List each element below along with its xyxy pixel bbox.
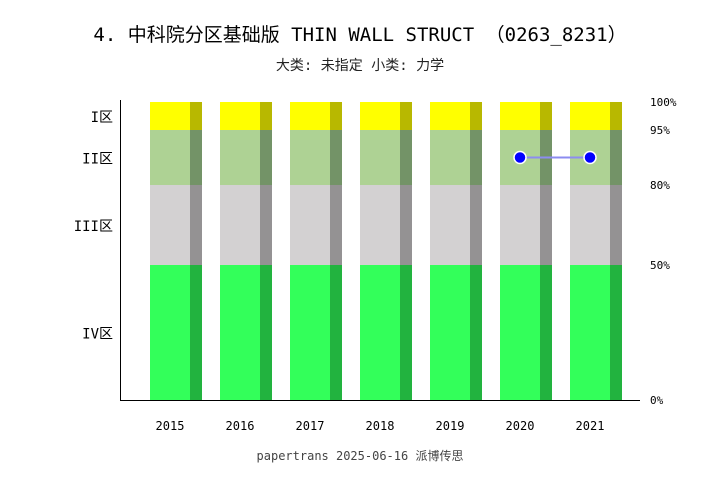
bar-shade-2017-zone-1 <box>330 265 342 400</box>
bar-segment-2017-zone-2 <box>290 185 330 265</box>
bar-shade-2020-zone-1 <box>540 265 552 400</box>
bar-segment-2018-zone-1 <box>360 265 400 400</box>
footer: papertrans 2025-06-16 派博传思 <box>256 449 464 463</box>
bar-shade-2020-zone-4 <box>540 102 552 130</box>
bar-segment-2017-zone-1 <box>290 265 330 400</box>
zone-label: IV区 <box>82 327 113 343</box>
bar-shade-2019-zone-2 <box>470 185 482 265</box>
bar-shade-2021-zone-1 <box>610 265 622 400</box>
bar-shade-2018-zone-4 <box>400 102 412 130</box>
zone-label: I区 <box>91 110 113 126</box>
bar-segment-2019-zone-2 <box>430 185 470 265</box>
bar-shade-2015-zone-1 <box>190 265 202 400</box>
bar-segment-2019-zone-4 <box>430 102 470 130</box>
bar-segment-2020-zone-2 <box>500 185 540 265</box>
bar-shade-2015-zone-4 <box>190 102 202 130</box>
data-point <box>583 150 597 165</box>
right-tick-label: 95% <box>650 124 670 137</box>
right-tick-label: 80% <box>650 179 670 192</box>
bar-shade-2018-zone-3 <box>400 130 412 185</box>
bar-segment-2016-zone-3 <box>220 130 260 185</box>
zone-label: II区 <box>82 152 113 168</box>
bar-segment-2015-zone-3 <box>150 130 190 185</box>
x-tick-label: 2018 <box>366 419 395 433</box>
bar-shade-2017-zone-3 <box>330 130 342 185</box>
x-tick-label: 2021 <box>576 419 605 433</box>
bar-segment-2019-zone-1 <box>430 265 470 400</box>
bar-shade-2018-zone-2 <box>400 185 412 265</box>
bar-segment-2016-zone-4 <box>220 102 260 130</box>
bar-shade-2016-zone-1 <box>260 265 272 400</box>
x-tick-label: 2017 <box>296 419 325 433</box>
bar-segment-2018-zone-4 <box>360 102 400 130</box>
bar-shade-2021-zone-4 <box>610 102 622 130</box>
bar-shade-2015-zone-3 <box>190 130 202 185</box>
chart-subtitle: 大类: 未指定 小类: 力学 <box>275 58 445 74</box>
data-point <box>513 150 527 165</box>
bar-segment-2020-zone-4 <box>500 102 540 130</box>
bar-segment-2021-zone-4 <box>570 102 610 130</box>
chart-title: 4. 中科院分区基础版 THIN WALL STRUCT （0263_8231） <box>93 24 627 46</box>
bar-segment-2017-zone-3 <box>290 130 330 185</box>
x-tick-label: 2016 <box>226 419 255 433</box>
bar-shade-2019-zone-3 <box>470 130 482 185</box>
x-tick-label: 2015 <box>156 419 185 433</box>
bar-shade-2016-zone-4 <box>260 102 272 130</box>
bar-shade-2017-zone-4 <box>330 102 342 130</box>
bar-segment-2017-zone-4 <box>290 102 330 130</box>
bar-shade-2021-zone-3 <box>610 130 622 185</box>
bar-shade-2018-zone-1 <box>400 265 412 400</box>
bar-shade-2019-zone-4 <box>470 102 482 130</box>
bar-segment-2015-zone-4 <box>150 102 190 130</box>
bar-segment-2019-zone-3 <box>430 130 470 185</box>
x-tick-label: 2019 <box>436 419 465 433</box>
bar-shade-2015-zone-2 <box>190 185 202 265</box>
right-tick-label: 0% <box>650 394 664 407</box>
bar-segment-2016-zone-1 <box>220 265 260 400</box>
bar-segment-2018-zone-3 <box>360 130 400 185</box>
bar-segment-2020-zone-1 <box>500 265 540 400</box>
bar-segment-2021-zone-1 <box>570 265 610 400</box>
bar-shade-2016-zone-3 <box>260 130 272 185</box>
bar-shade-2016-zone-2 <box>260 185 272 265</box>
bar-shade-2019-zone-1 <box>470 265 482 400</box>
right-tick-label: 100% <box>650 96 677 109</box>
bar-segment-2016-zone-2 <box>220 185 260 265</box>
bar-segment-2015-zone-1 <box>150 265 190 400</box>
bar-shade-2020-zone-2 <box>540 185 552 265</box>
bar-segment-2021-zone-2 <box>570 185 610 265</box>
bar-segment-2018-zone-2 <box>360 185 400 265</box>
zone-label: III区 <box>74 219 113 235</box>
bar-segment-2015-zone-2 <box>150 185 190 265</box>
bar-shade-2017-zone-2 <box>330 185 342 265</box>
right-tick-label: 50% <box>650 259 670 272</box>
bar-shade-2021-zone-2 <box>610 185 622 265</box>
x-tick-label: 2020 <box>506 419 535 433</box>
